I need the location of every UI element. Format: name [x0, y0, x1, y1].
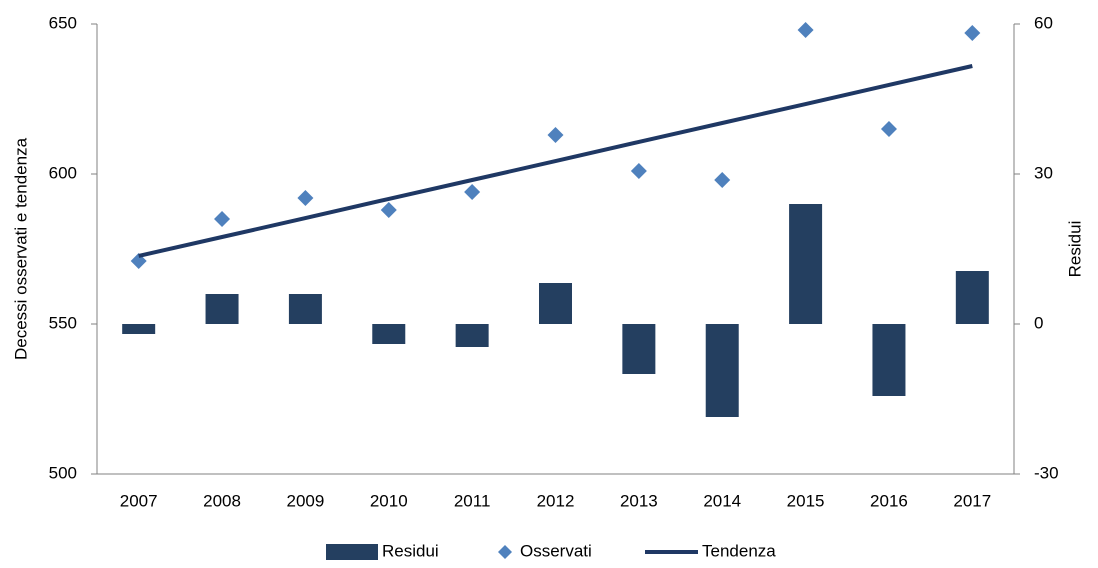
x-tick-label: 2014: [703, 491, 741, 510]
bar: [872, 324, 906, 396]
y-tick-label: 500: [49, 463, 77, 482]
x-tick-label: 2010: [370, 491, 408, 510]
y2-tick-label: 30: [1034, 163, 1053, 182]
bar: [288, 294, 322, 324]
trend-line: [138, 64, 973, 258]
x-tick-label: 2016: [870, 491, 908, 510]
marker: [214, 211, 231, 227]
x-tick-label: 2011: [454, 491, 491, 510]
marker: [964, 25, 981, 41]
marker: [297, 190, 314, 206]
bar: [622, 324, 656, 374]
marker: [547, 127, 564, 143]
y-tick-label: 550: [49, 313, 77, 332]
y2-axis-label: Residui: [1065, 221, 1084, 278]
y-tick-label: 650: [49, 13, 77, 32]
y2-tick-label: 60: [1034, 13, 1053, 32]
legend-label: Tendenza: [702, 541, 776, 560]
marker: [797, 22, 814, 38]
marker: [880, 121, 897, 137]
bar: [372, 324, 406, 344]
x-tick-label: 2009: [286, 491, 324, 510]
y2-tick-label: 0: [1034, 313, 1043, 332]
bar: [955, 271, 989, 324]
bar: [205, 294, 239, 324]
x-tick-label: 2013: [620, 491, 658, 510]
legend-swatch: [326, 544, 378, 560]
y-axis-label: Decessi osservati e tendenza: [11, 137, 30, 360]
y-tick-label: 600: [49, 163, 77, 182]
marker: [464, 184, 481, 200]
bar: [122, 324, 156, 334]
bar: [539, 283, 572, 324]
x-tick-label: 2008: [203, 491, 241, 510]
legend-label: Residui: [382, 541, 439, 560]
x-tick-label: 2012: [537, 491, 575, 510]
x-tick-label: 2007: [120, 491, 158, 510]
bar: [789, 204, 823, 324]
legend-swatch: [498, 545, 512, 559]
x-tick-label: 2015: [787, 491, 825, 510]
marker: [380, 202, 397, 218]
marker: [630, 163, 647, 179]
legend-label: Osservati: [520, 541, 592, 560]
y2-tick-label: -30: [1034, 463, 1059, 482]
x-tick-label: 2017: [953, 491, 991, 510]
bar: [705, 324, 739, 417]
bar: [455, 324, 489, 347]
marker: [714, 172, 731, 188]
